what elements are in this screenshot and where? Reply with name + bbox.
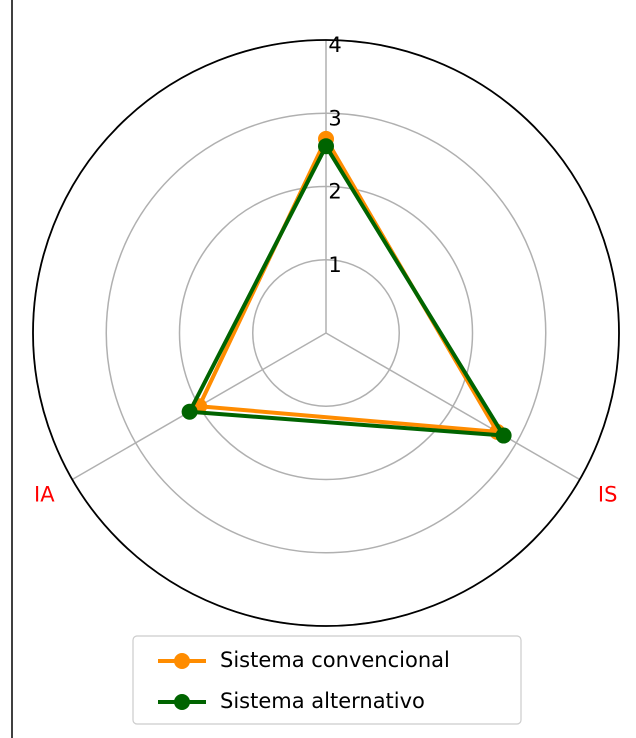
r-tick-label: 2 — [328, 180, 341, 204]
r-tick-label: 3 — [328, 106, 341, 130]
point — [495, 427, 512, 444]
grid-ring — [252, 259, 400, 407]
grid-ring — [178, 185, 474, 481]
axis-label: IA — [34, 483, 55, 507]
grid-ring — [105, 112, 547, 554]
series-line — [187, 144, 506, 438]
r-tick-label: 1 — [328, 253, 341, 277]
legend-box — [132, 635, 522, 725]
point — [318, 138, 334, 155]
legend-marker — [174, 653, 190, 669]
r-tick-label: 4 — [328, 33, 341, 57]
point — [181, 403, 198, 420]
legend-marker — [174, 694, 190, 710]
legend-label: Sistema convencional — [220, 648, 450, 672]
outer-ring — [32, 39, 620, 627]
axis-label: IS — [598, 483, 618, 507]
legend-label: Sistema alternativo — [220, 689, 425, 713]
